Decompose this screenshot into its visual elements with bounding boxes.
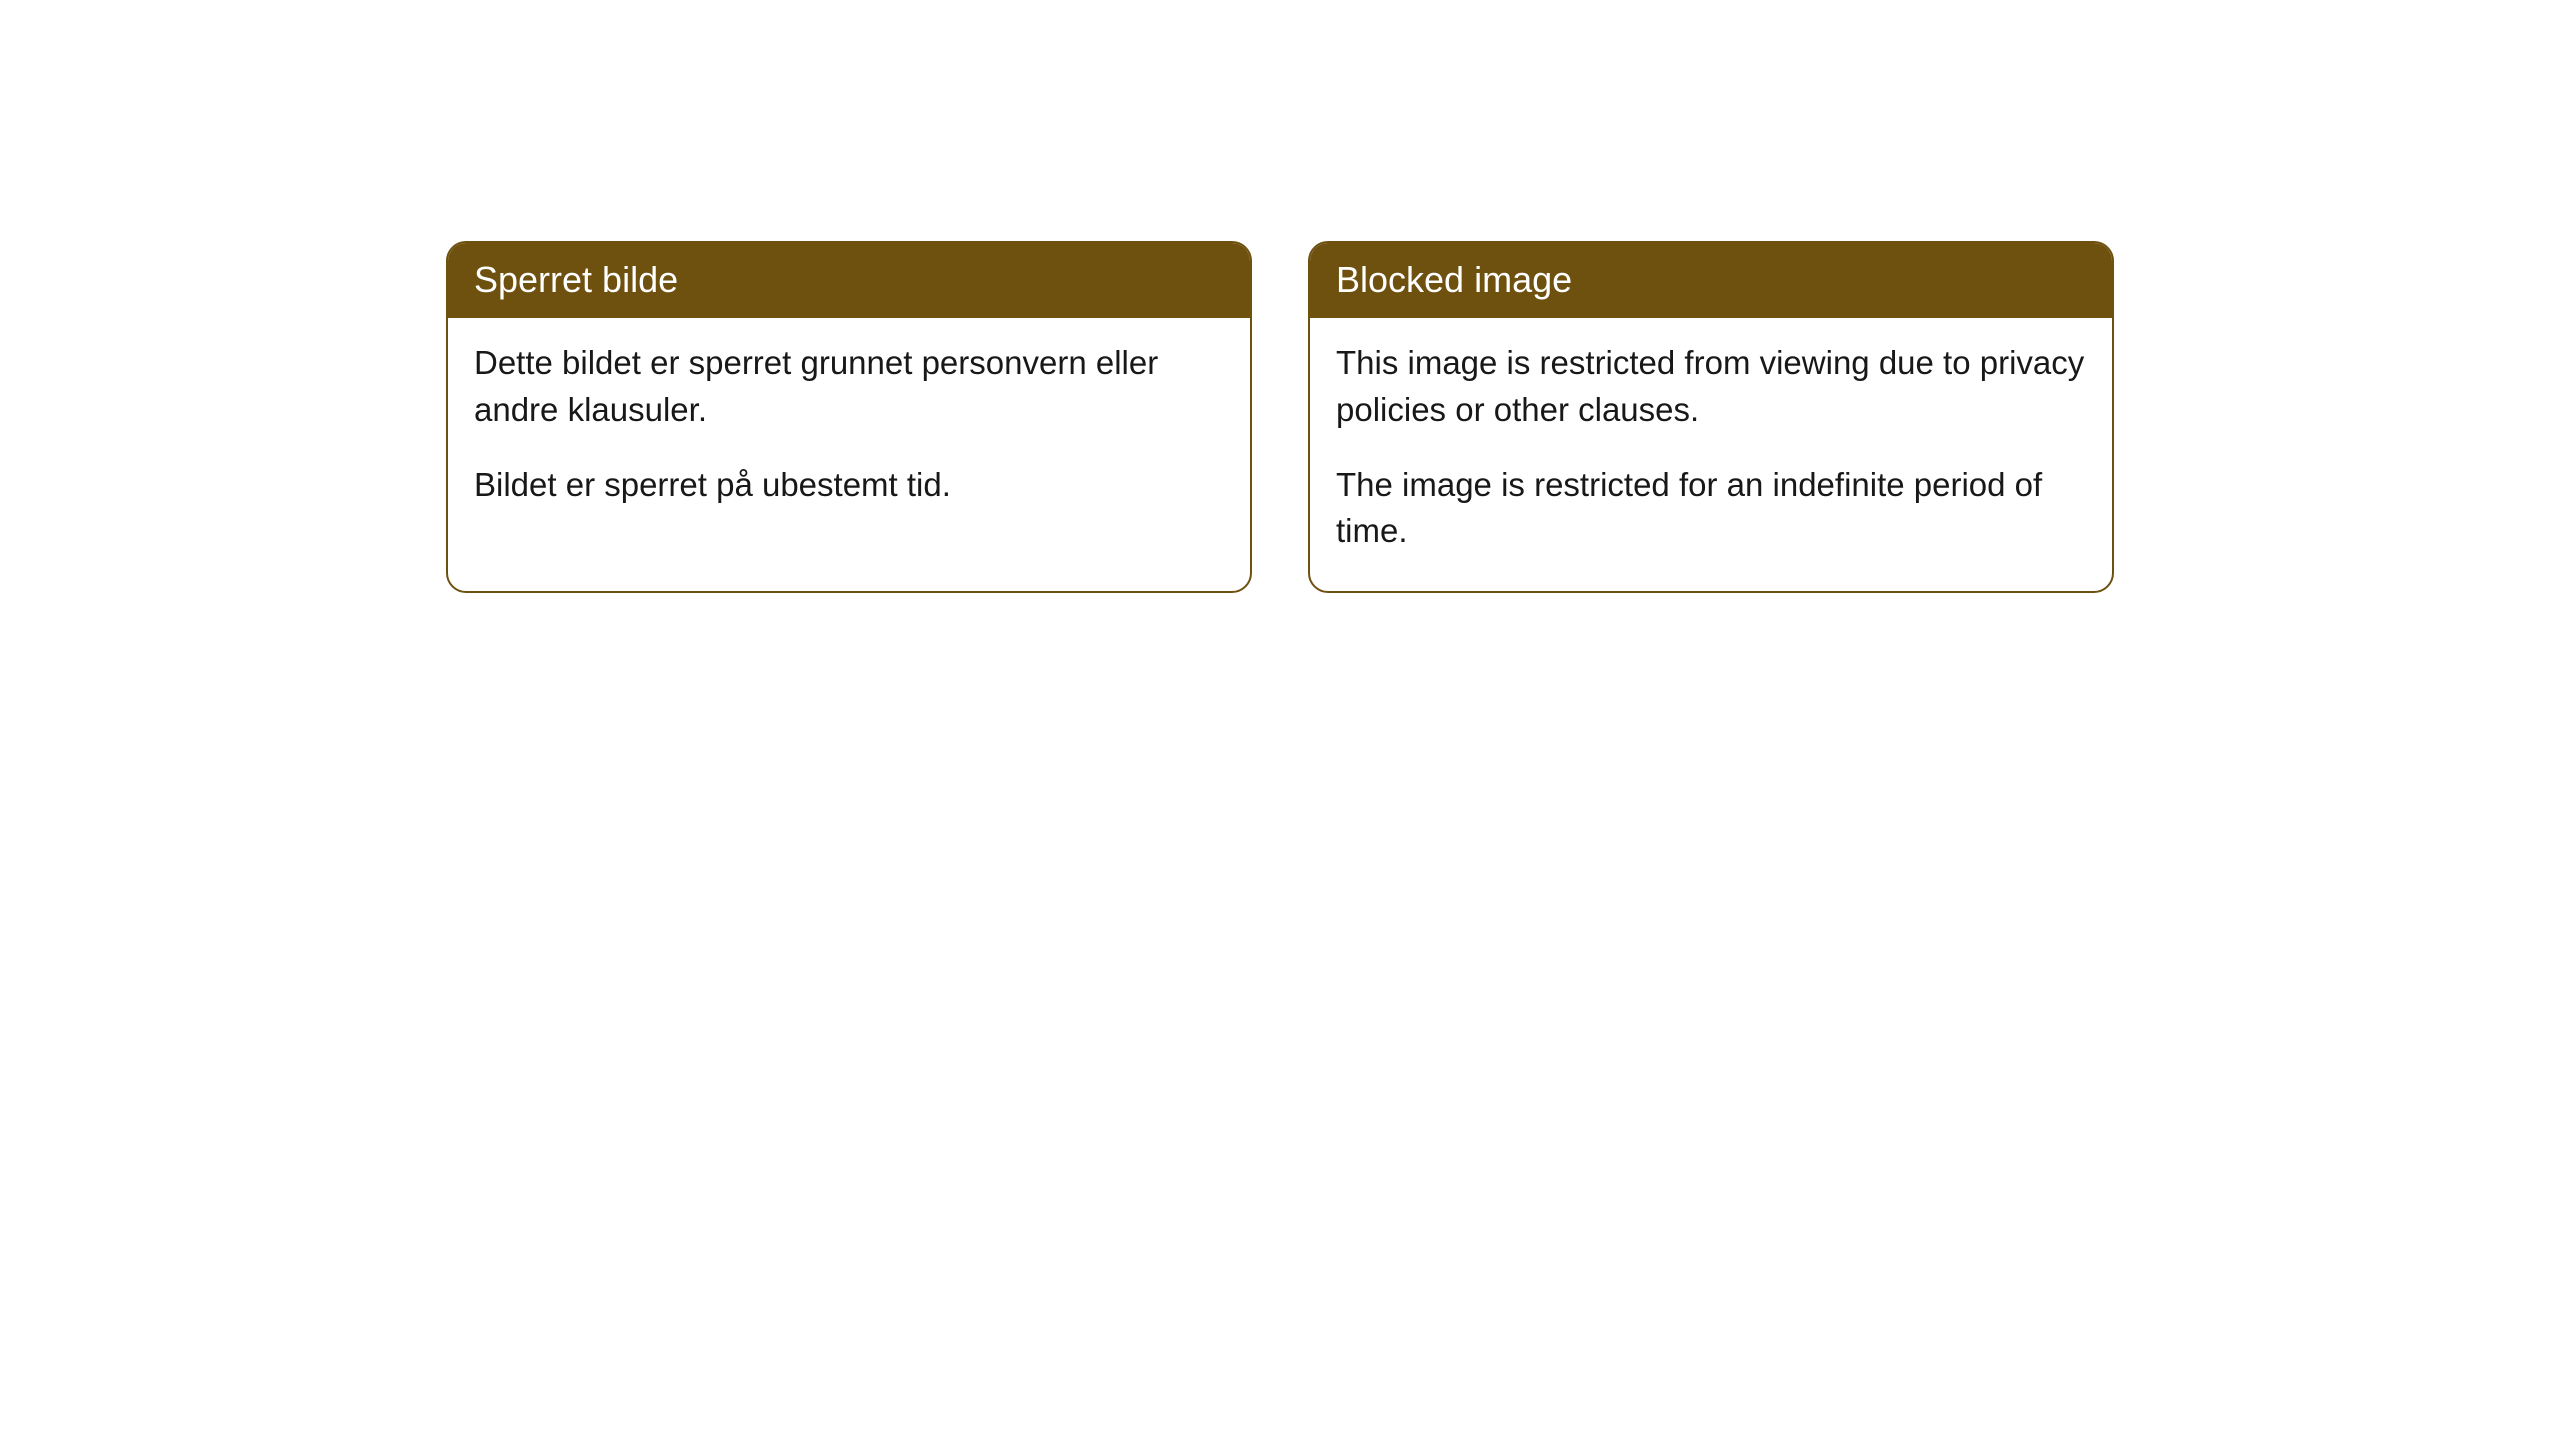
card-paragraph: The image is restricted for an indefinit…: [1336, 462, 2086, 556]
card-paragraph: Bildet er sperret på ubestemt tid.: [474, 462, 1224, 509]
notice-card-norwegian: Sperret bilde Dette bildet er sperret gr…: [446, 241, 1252, 593]
card-paragraph: This image is restricted from viewing du…: [1336, 340, 2086, 434]
card-body: This image is restricted from viewing du…: [1310, 318, 2112, 591]
notice-card-english: Blocked image This image is restricted f…: [1308, 241, 2114, 593]
card-paragraph: Dette bildet er sperret grunnet personve…: [474, 340, 1224, 434]
card-body: Dette bildet er sperret grunnet personve…: [448, 318, 1250, 545]
card-title: Blocked image: [1310, 243, 2112, 318]
card-title: Sperret bilde: [448, 243, 1250, 318]
cards-container: Sperret bilde Dette bildet er sperret gr…: [0, 0, 2560, 593]
